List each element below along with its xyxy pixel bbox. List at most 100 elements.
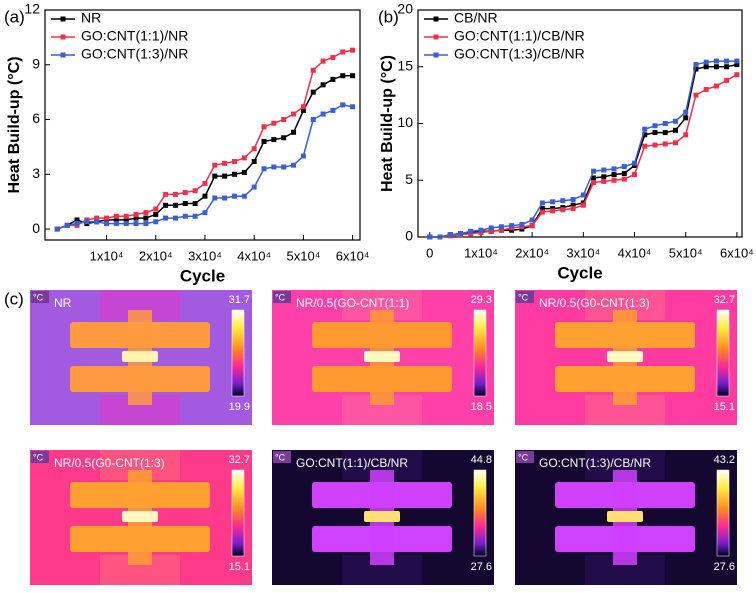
point: [713, 58, 719, 64]
point: [231, 193, 237, 199]
point: [570, 202, 576, 208]
color-bar: [473, 309, 487, 397]
color-bar-max: 32.7: [714, 294, 735, 306]
point: [672, 118, 678, 124]
panel-label: (b): [378, 7, 399, 26]
point: [251, 159, 257, 165]
point: [611, 177, 617, 183]
point: [320, 58, 326, 64]
point: [672, 140, 678, 146]
color-bar-max: 31.7: [229, 294, 250, 306]
y-tick-label: 12: [24, 1, 40, 17]
point: [611, 166, 617, 172]
x-tick-label: 1x10⁴: [464, 245, 498, 260]
point: [291, 111, 297, 117]
point: [281, 117, 287, 123]
point: [601, 174, 607, 180]
point: [509, 223, 515, 229]
point: [241, 155, 247, 161]
point: [310, 67, 316, 73]
point: [231, 171, 237, 177]
point: [591, 168, 597, 174]
color-bar-max: 43.2: [714, 454, 735, 466]
hot-spot: [364, 511, 400, 522]
point: [580, 192, 586, 198]
point: [281, 164, 287, 170]
x-tick-label: 5x10⁴: [287, 248, 321, 263]
unit-box: [273, 291, 291, 303]
x-tick-label: 1x10⁴: [90, 248, 124, 263]
point: [611, 172, 617, 178]
x-tick-label: 4x10⁴: [618, 245, 652, 260]
x-tick-label: 3x10⁴: [566, 245, 600, 260]
point: [621, 170, 627, 176]
unit-box: [516, 291, 534, 303]
point: [724, 58, 730, 64]
point: [734, 61, 740, 67]
point: [683, 132, 689, 138]
x-tick-label: 5x10⁴: [669, 245, 703, 260]
point: [202, 180, 208, 186]
point: [212, 195, 218, 201]
point: [291, 162, 297, 168]
y-tick-label: 0: [405, 228, 413, 244]
point: [84, 219, 90, 225]
point: [447, 232, 453, 238]
point: [123, 217, 129, 223]
series-line: [429, 60, 737, 238]
point: [652, 130, 658, 136]
y-tick-label: 15: [397, 57, 413, 73]
point: [560, 207, 566, 213]
point: [539, 206, 545, 212]
point: [550, 199, 556, 205]
legend-marker: [433, 52, 439, 58]
point: [498, 224, 504, 230]
point: [734, 72, 740, 78]
y-tick-label: 10: [397, 114, 413, 130]
unit-label: °C: [33, 452, 44, 462]
point: [330, 54, 336, 60]
point: [320, 82, 326, 88]
point: [281, 135, 287, 141]
image-title: NR/0.5(G0-CNT(1:3): [54, 456, 165, 470]
image-title: NR: [54, 296, 72, 310]
point: [192, 213, 198, 219]
color-bar-min: 19.9: [229, 401, 250, 413]
point: [703, 64, 709, 70]
point: [632, 160, 638, 166]
point: [642, 143, 648, 149]
legend-label: GO:CNT(1:3)/NR: [81, 46, 188, 62]
unit-label: °C: [275, 292, 286, 302]
point: [143, 210, 149, 216]
point: [212, 173, 218, 179]
point: [163, 191, 169, 197]
y-axis-title: Heat Build-up (°C): [379, 55, 396, 192]
point: [550, 208, 556, 214]
unit-box: [31, 291, 49, 303]
y-tick-label: 5: [405, 171, 413, 187]
point: [457, 231, 463, 237]
point: [271, 137, 277, 143]
point: [94, 215, 100, 221]
point: [529, 217, 535, 223]
unit-box: [31, 451, 49, 463]
point: [713, 64, 719, 70]
point: [519, 222, 525, 228]
point: [123, 213, 129, 219]
point: [427, 234, 433, 240]
image-title: NR/0.5(GO-CNT(1:1): [296, 296, 409, 310]
legend-label: GO:CNT(1:1)/NR: [81, 28, 188, 44]
legend-marker: [60, 52, 66, 58]
color-bar-min: 15.1: [229, 561, 250, 573]
point: [113, 213, 119, 219]
point: [580, 202, 586, 208]
x-axis-title: Cycle: [557, 263, 602, 282]
point: [478, 227, 484, 233]
point: [340, 73, 346, 79]
point: [662, 130, 668, 136]
point: [64, 222, 70, 228]
point: [104, 215, 110, 221]
point: [724, 64, 730, 70]
x-tick-label: 0: [426, 245, 433, 260]
